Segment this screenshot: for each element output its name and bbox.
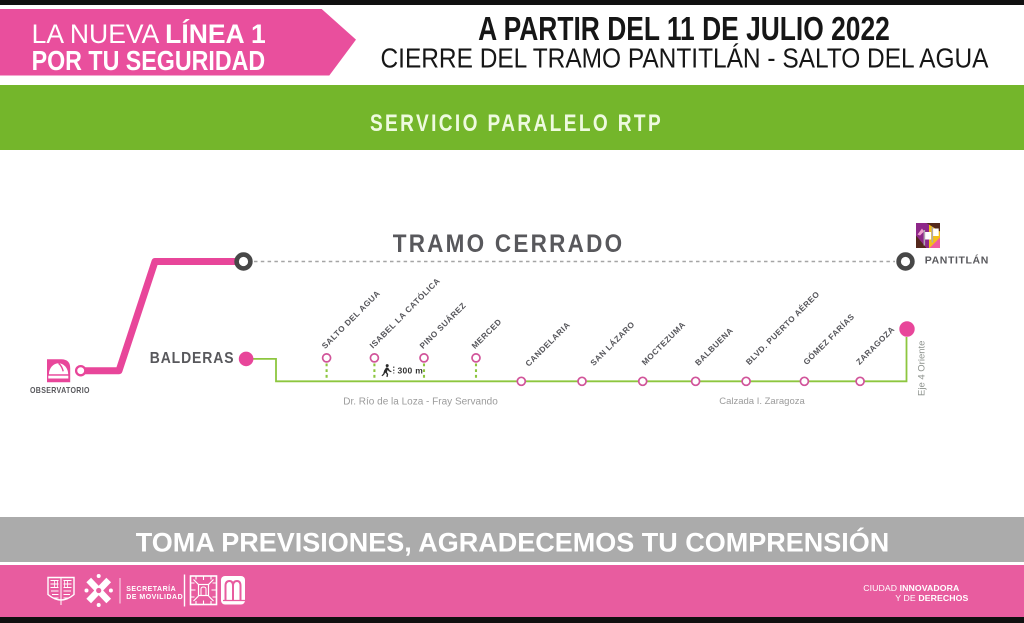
svg-text:PINO SUÁREZ: PINO SUÁREZ [417, 300, 468, 351]
svg-text:MERCED: MERCED [470, 317, 504, 351]
svg-text:PANTITLÁN: PANTITLÁN [925, 253, 989, 266]
svg-text:A PARTIR DEL 11 DE JULIO 2022: A PARTIR DEL 11 DE JULIO 2022 [478, 11, 890, 47]
svg-text:300 m: 300 m [398, 366, 424, 376]
svg-text:DE MOVILIDAD: DE MOVILIDAD [126, 594, 183, 601]
svg-text:ZARAGOZA: ZARAGOZA [855, 325, 897, 367]
svg-text:Calzada I. Zaragoza: Calzada I. Zaragoza [719, 396, 805, 407]
svg-text:LA NUEVA LÍNEA 1: LA NUEVA LÍNEA 1 [32, 19, 266, 49]
svg-text:BALDERAS: BALDERAS [150, 350, 235, 367]
svg-text:TRAMO CERRADO: TRAMO CERRADO [393, 230, 625, 258]
svg-text:SECRETARÍA: SECRETARÍA [126, 584, 176, 593]
svg-text:SERVICIO PARALELO RTP: SERVICIO PARALELO RTP [370, 109, 663, 137]
svg-text:CANDELARIA: CANDELARIA [524, 320, 572, 368]
svg-text:Dr. Río de la Loza - Fray Se: Dr. Río de la Loza - Fray Servando [343, 397, 498, 408]
svg-text:SAN LÁZARO: SAN LÁZARO [588, 319, 637, 368]
svg-text:MOCTEZUMA: MOCTEZUMA [640, 320, 687, 367]
svg-text:CIUDAD INNOVADORA: CIUDAD INNOVADORA [863, 583, 960, 593]
svg-text:POR TU SEGURIDAD: POR TU SEGURIDAD [32, 46, 266, 76]
svg-text:OBSERVATORIO: OBSERVATORIO [30, 386, 90, 396]
svg-text:TOMA PREVISIONES, AGRADECEMOS: TOMA PREVISIONES, AGRADECEMOS TU COMPREN… [136, 527, 890, 558]
svg-text:Y DE DERECHOS: Y DE DERECHOS [895, 593, 968, 603]
svg-text:GÓMEZ FARÍAS: GÓMEZ FARÍAS [800, 311, 856, 367]
svg-text:Eje 4 Oriente: Eje 4 Oriente [917, 341, 928, 396]
svg-text:BALBUENA: BALBUENA [693, 326, 735, 368]
svg-text:CIERRE DEL TRAMO PANTITLÁN - S: CIERRE DEL TRAMO PANTITLÁN - SALTO DEL A… [380, 42, 989, 74]
